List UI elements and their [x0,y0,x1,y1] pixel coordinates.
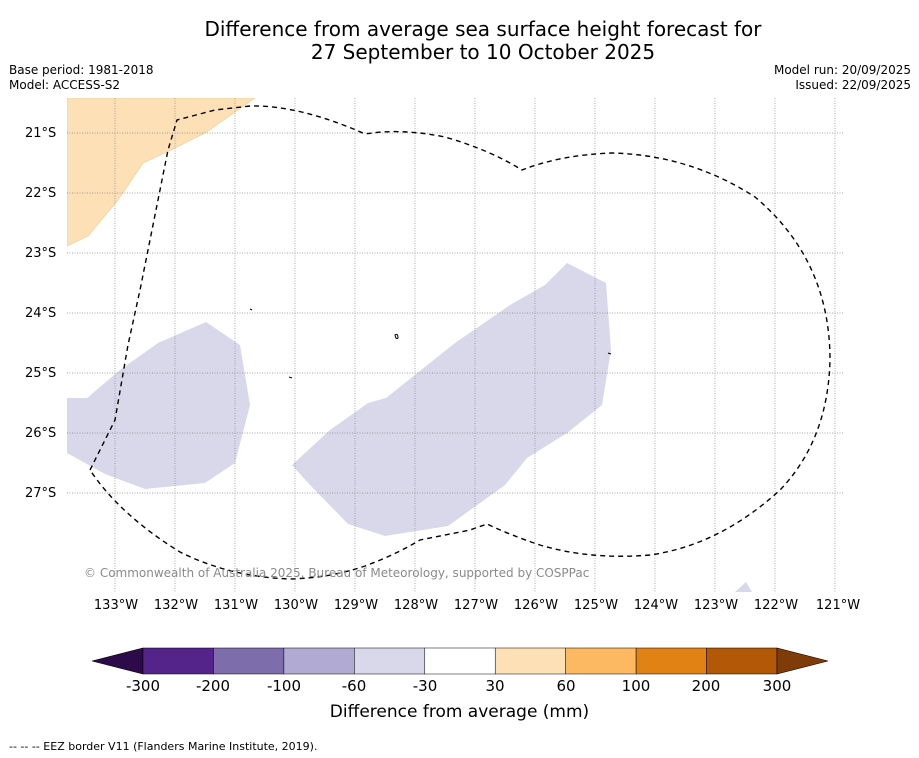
lat-label-21s: 21°S [25,126,57,141]
lon-label-132w: 132°W [153,598,199,613]
lat-label-22s: 22°S [25,186,57,201]
colorbar-segment [213,647,285,675]
map-area [67,98,843,592]
colorbar-tick: -100 [266,677,302,695]
colorbar-tick: 200 [691,677,721,695]
meta-left: Base period: 1981-2018 Model: ACCESS-S2 [9,63,154,93]
colorbar-segment [424,647,496,675]
lon-label-122w: 122°W [753,598,799,613]
lon-label-129w: 129°W [333,598,379,613]
map-title: Difference from average sea surface heig… [0,18,919,64]
lon-label-123w: 123°W [693,598,739,613]
positive-anomaly-region [67,98,256,247]
island-mark [607,352,612,355]
island-mark [249,308,253,311]
lon-label-121w: 121°W [815,598,861,613]
lat-label-27s: 27°S [25,486,57,501]
lat-label-26s: 26°S [25,426,57,441]
gridlines [67,98,843,592]
negative-anomaly-region-central [292,263,611,536]
lon-label-125w: 125°W [573,598,619,613]
eez-legend: -- -- -- EEZ border V11 (Flanders Marine… [9,740,318,753]
colorbar-segment [565,647,637,675]
lon-label-127w: 127°W [453,598,499,613]
colorbar-tick: 100 [621,677,651,695]
model-run: Model run: 20/09/2025 [773,63,911,77]
eez-border [89,105,831,580]
island-mark [394,333,399,340]
colorbar-tick: 60 [556,677,576,695]
lat-label-24s: 24°S [25,306,57,321]
negative-anomaly-region-west [67,322,250,489]
island-mark [288,376,293,379]
base-period: Base period: 1981-2018 [9,63,154,77]
issued-date: Issued: 22/09/2025 [795,78,911,92]
lon-label-124w: 124°W [633,598,679,613]
lon-label-130w: 130°W [273,598,319,613]
lat-label-25s: 25°S [25,366,57,381]
colorbar-segment [706,647,778,675]
colorbar-segment [142,647,214,675]
lon-label-128w: 128°W [393,598,439,613]
model-name: Model: ACCESS-S2 [9,78,121,92]
negative-anomaly-region-southeast [735,582,752,592]
lat-label-23s: 23°S [25,246,57,261]
title-line-2: 27 September to 10 October 2025 [310,40,656,64]
colorbar-tick: -30 [412,677,438,695]
colorbar-over-arrow [776,647,829,675]
colorbar-segment [354,647,426,675]
colorbar-segment [494,647,566,675]
lon-label-126w: 126°W [513,598,559,613]
lon-label-133w: 133°W [93,598,139,613]
colorbar-tick: -200 [195,677,231,695]
title-line-1: Difference from average sea surface heig… [204,17,762,41]
colorbar-title: Difference from average (mm) [329,702,590,722]
colorbar-tick: 300 [762,677,792,695]
copyright-notice: © Commonwealth of Australia 2025, Bureau… [84,566,590,580]
colorbar-tick: -300 [125,677,161,695]
colorbar-segment [635,647,707,675]
lon-label-131w: 131°W [213,598,259,613]
colorbar-tick: 30 [485,677,505,695]
meta-right: Model run: 20/09/2025 Issued: 22/09/2025 [774,63,911,93]
colorbar-under-arrow [91,647,144,675]
colorbar-tick: -60 [341,677,367,695]
colorbar [91,647,829,675]
colorbar-segment [283,647,355,675]
